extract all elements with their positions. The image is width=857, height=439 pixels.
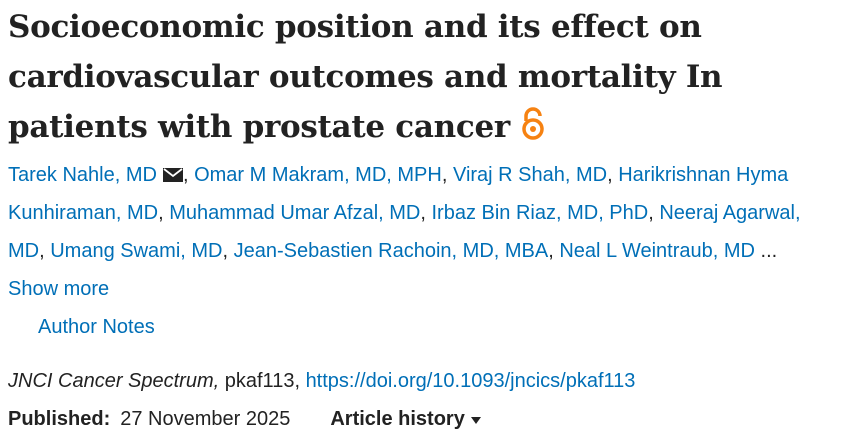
author-name[interactable]: Jean-Sebastien Rachoin, MD, MBA: [233, 240, 549, 262]
doi-link[interactable]: https://doi.org/10.1093/jncics/pkaf113: [305, 370, 636, 392]
dropdown-arrow: [471, 417, 482, 424]
author-entry: Irbaz Bin Riaz, MD, PhD: [431, 202, 659, 224]
author-name[interactable]: Umang Swami, MD: [50, 240, 223, 262]
journal-name: JNCI Cancer Spectrum: [8, 370, 225, 392]
author-entry: Tarek Nahle, MD: [8, 164, 194, 186]
author-list: Tarek Nahle, MD Omar M Makram, MD, MPH V…: [8, 156, 808, 308]
citation: JNCI Cancer Spectrumpkaf113https://doi.o…: [8, 362, 857, 400]
author-entry: Muhammad Umar Afzal, MD: [169, 202, 431, 224]
author-name[interactable]: Harikrishnan Hyma Kunhiraman, MD: [8, 164, 789, 224]
article-history-text[interactable]: Article history: [330, 408, 465, 430]
title-text: Socioeconomic position and its effect on…: [8, 9, 723, 145]
author-entry: Umang Swami, MD: [50, 240, 233, 262]
author-name[interactable]: Neal L Weintraub, MD: [559, 240, 755, 262]
author-entry: Jean-Sebastien Rachoin, MD, MBA: [234, 240, 560, 262]
author-entry: Omar M Makram, MD, MPH: [194, 164, 453, 186]
published-label: Published:: [8, 408, 111, 430]
publication-info: Published: 27 November 2025 Article histor…: [8, 400, 857, 438]
published-date: 27 November 2025: [120, 408, 291, 430]
author-name[interactable]: Omar M Makram, MD, MPH: [194, 164, 442, 186]
show-more[interactable]: Show more: [8, 278, 110, 300]
author-name[interactable]: Tarek Nahle, MD: [8, 164, 157, 186]
article-id: pkaf113: [225, 370, 306, 392]
article-history[interactable]: Article history: [330, 408, 482, 430]
author-name[interactable]: Muhammad Umar Afzal, MD: [169, 202, 421, 224]
email-icon[interactable]: [162, 168, 183, 182]
author-entry: Neal L Weintraub, MD: [559, 240, 755, 262]
author-entry: Viraj R Shah, MD: [453, 164, 618, 186]
author-name[interactable]: Viraj R Shah, MD: [452, 164, 608, 186]
article-title: Socioeconomic position and its effect on…: [8, 0, 788, 152]
author-notes[interactable]: Author Notes: [38, 316, 155, 338]
ellipsis: ...: [760, 240, 778, 262]
author-name[interactable]: Neeraj Agarwal, MD: [8, 202, 801, 262]
open-access-icon: [522, 107, 544, 140]
author-name[interactable]: Irbaz Bin Riaz, MD, PhD: [431, 202, 649, 224]
